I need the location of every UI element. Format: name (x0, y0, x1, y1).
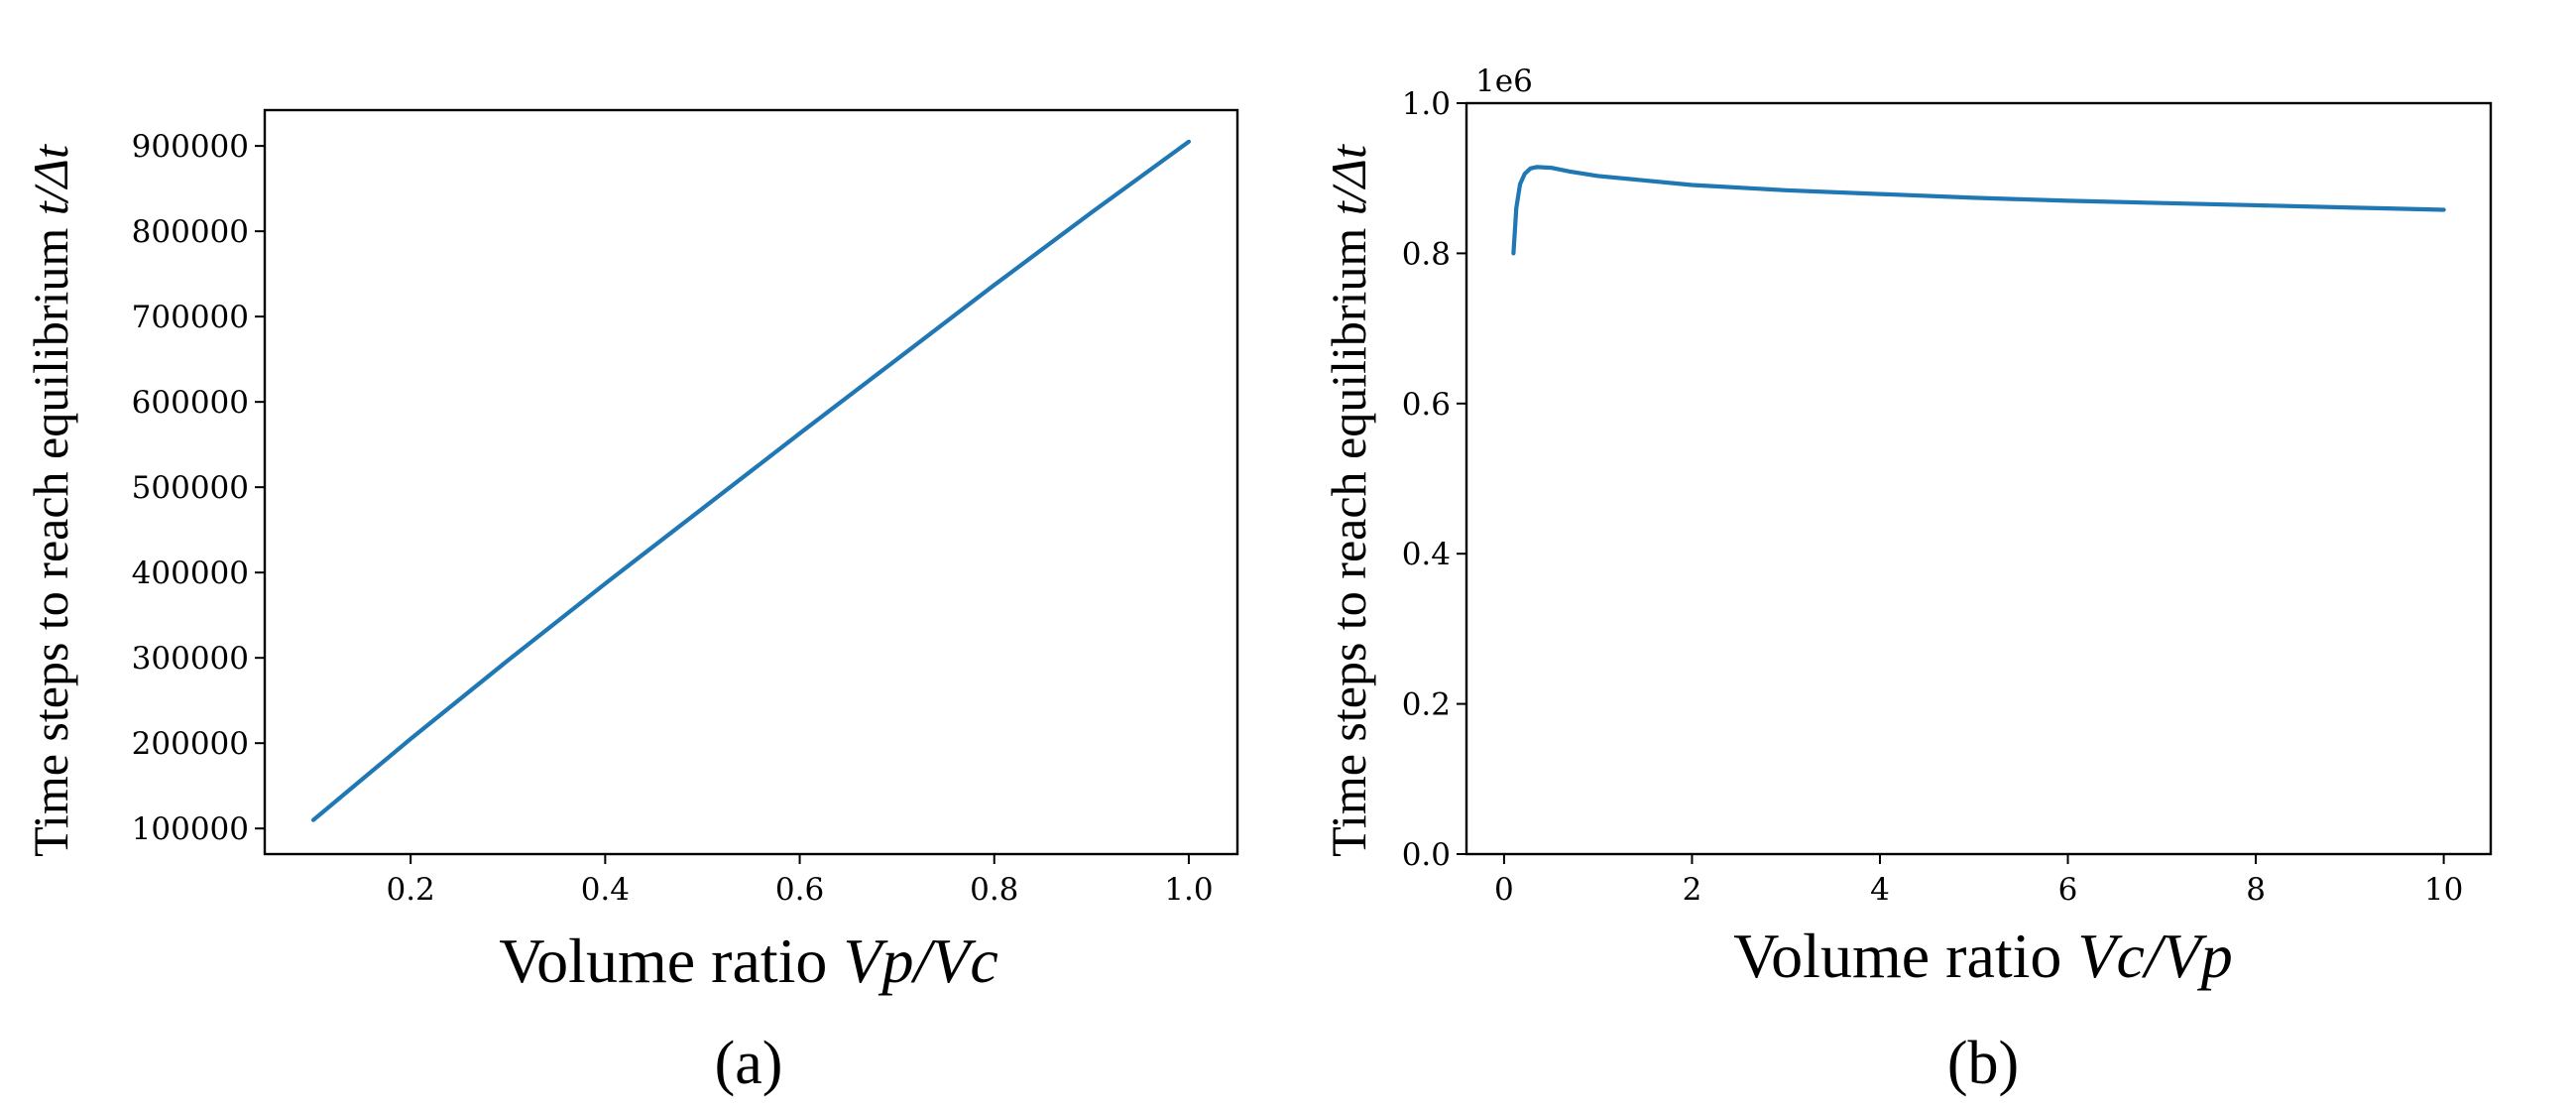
x-axis-label-text-b: Volume ratio (1733, 921, 2077, 991)
plot-area-a: 0.2 0.4 0.6 0.8 1.0 100000 200000 300000 400000 5… (132, 108, 1239, 908)
x-axis-label-a: Volume ratio Vp/Vc (499, 926, 998, 996)
y-axis-label-a: Time steps to reach equilibrium t/Δt (23, 144, 78, 857)
y-tick-label-b: 0.2 (1402, 687, 1451, 723)
y-tick-label-a: 600000 (132, 385, 249, 421)
y-tick-label-b: 0.6 (1402, 387, 1451, 423)
y-axis-label-b: Time steps to reach equilibrium t/Δt (1321, 144, 1376, 857)
x-tick-label-b: 8 (2246, 872, 2266, 908)
svg-text:Time steps to reach equilibriu: Time steps to reach equilibrium t/Δt (1321, 144, 1376, 857)
x-axis-label-text-a: Volume ratio (499, 926, 843, 996)
plot-frame-a (263, 108, 1239, 856)
x-axis-label-math-b: Vc/Vp (2077, 921, 2232, 991)
series-line-a-0 (310, 139, 1192, 822)
y-tick-label-b: 0.0 (1402, 837, 1451, 873)
y-tick-label-a: 700000 (132, 300, 249, 335)
y-tick-label-a: 800000 (132, 214, 249, 250)
x-tick-label-b: 4 (1870, 872, 1890, 908)
svg-text:Time steps to reach equilibriu: Time steps to reach equilibrium t/Δt (23, 144, 78, 857)
plot-frame-b (1464, 101, 2493, 856)
y-axis-label-math-b: t/Δt (1321, 144, 1376, 215)
x-axis-label-math-a: Vp/Vc (843, 926, 997, 996)
y-tick-label-a: 100000 (132, 811, 249, 847)
x-axis-label-b: Volume ratio Vc/Vp (1733, 921, 2233, 991)
caption-a: (a) (715, 1030, 783, 1097)
y-tick-label-b: 0.4 (1402, 537, 1451, 572)
y-tick-label-a: 300000 (132, 641, 249, 677)
x-tick-label-b: 2 (1683, 872, 1702, 908)
y-tick-label-a: 200000 (132, 726, 249, 762)
y-axis-label-text-b: Time steps to reach equilibrium (1321, 215, 1376, 857)
x-tick-label-a: 0.6 (775, 872, 824, 908)
series-line-b-0 (1511, 165, 2446, 256)
y-tick-label-a: 900000 (132, 129, 249, 165)
x-tick-label-a: 0.8 (970, 872, 1018, 908)
panel-a: Time steps to reach equilibrium t/Δt 0.2… (23, 108, 1239, 1097)
plot-area-b: 0 2 4 6 8 10 0.0 0.2 0.4 0.6 0.8 1.0 (1402, 86, 2493, 908)
y-axis-label-text-a: Time steps to reach equilibrium (23, 215, 78, 857)
y-offset-text-b: 1e6 (1475, 63, 1533, 99)
y-axis-label-math-a: t/Δt (23, 144, 78, 215)
y-tick-label-b: 0.8 (1402, 236, 1451, 272)
x-tick-label-a: 0.4 (581, 872, 630, 908)
y-tick-label-a: 500000 (132, 470, 249, 506)
panel-b: Time steps to reach equilibrium t/Δt 0 2 4… (1321, 63, 2493, 1097)
x-tick-label-b: 10 (2424, 872, 2463, 908)
x-tick-label-a: 0.2 (386, 872, 434, 908)
x-tick-label-b: 6 (2058, 872, 2078, 908)
x-tick-label-a: 1.0 (1164, 872, 1213, 908)
caption-b: (b) (1947, 1030, 2019, 1097)
y-tick-label-b: 1.0 (1402, 86, 1451, 122)
x-tick-label-b: 0 (1494, 872, 1514, 908)
y-tick-label-a: 400000 (132, 556, 249, 591)
